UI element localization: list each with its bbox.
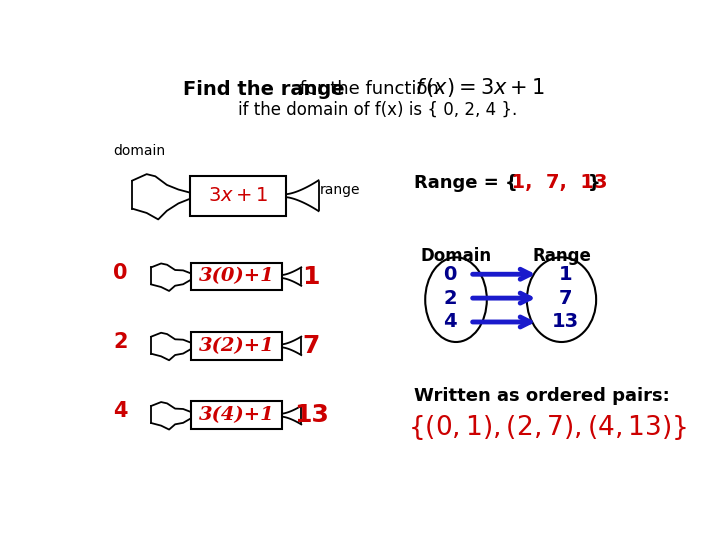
Text: 1: 1 [302,265,320,288]
Text: 4: 4 [443,313,456,332]
Text: if the domain of f(x) is { 0, 2, 4 }.: if the domain of f(x) is { 0, 2, 4 }. [238,100,518,118]
Text: range: range [320,183,360,197]
Text: 7: 7 [302,334,320,358]
Text: 1: 1 [559,265,572,284]
Text: 3(0)+1: 3(0)+1 [199,267,274,286]
Text: 13: 13 [552,313,579,332]
Ellipse shape [426,257,487,342]
Text: Domain: Domain [420,247,492,265]
Text: $f\,(x)=3x+1$: $f\,(x)=3x+1$ [415,76,545,99]
Text: 13: 13 [294,403,329,427]
Bar [191,332,282,360]
Text: 3(2)+1: 3(2)+1 [199,337,274,355]
Text: Written as ordered pairs:: Written as ordered pairs: [414,387,670,404]
Text: 2: 2 [443,288,456,308]
Text: 0: 0 [113,262,128,283]
Bar [191,262,282,291]
Text: 0: 0 [444,265,456,284]
Text: }: } [588,174,600,192]
Text: $3x+1$: $3x+1$ [208,187,269,205]
Text: for the function: for the function [294,80,439,98]
Text: 4: 4 [113,401,128,421]
Text: Find the range: Find the range [183,80,344,99]
Text: 1,  7,  13: 1, 7, 13 [498,173,608,192]
Text: 2: 2 [113,332,128,352]
Text: domain: domain [113,144,166,158]
Text: $\{(0,1),(2,7),(4,13)\}$: $\{(0,1),(2,7),(4,13)\}$ [408,413,687,442]
Bar [190,176,287,215]
Text: Range: Range [532,247,591,265]
Bar [191,401,282,429]
Text: 3(4)+1: 3(4)+1 [199,406,274,424]
Text: Range = {: Range = { [414,174,518,192]
Ellipse shape [527,257,596,342]
Text: 7: 7 [559,288,572,308]
